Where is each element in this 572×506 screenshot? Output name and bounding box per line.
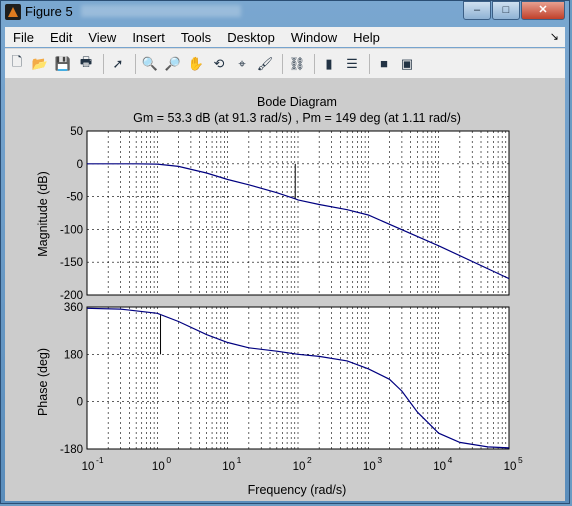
menu-edit[interactable]: Edit (49, 29, 73, 45)
bode-plot[interactable]: Bode Diagram Gm = 53.3 dB (at 91.3 rad/s… (5, 78, 565, 501)
pan-hand-icon[interactable]: ✋ (187, 55, 205, 71)
insert-legend-icon[interactable]: ☰ (346, 55, 358, 71)
toolbar-separator (369, 53, 370, 74)
x-tick-label: 10 (222, 461, 235, 473)
x-tick-exponent: 1 (237, 455, 242, 465)
phase-ytick-label: -180 (60, 444, 83, 456)
figure-canvas[interactable]: Bode Diagram Gm = 53.3 dB (at 91.3 rad/s… (5, 78, 565, 501)
menu-desktop[interactable]: Desktop (227, 29, 275, 45)
phase-axes-frame (86, 306, 510, 450)
title-bar[interactable]: Figure 5 – □ ✕ (1, 1, 569, 23)
show-plot-tools-icon[interactable]: ▣ (400, 55, 414, 71)
toolbar-separator (135, 53, 136, 74)
matlab-app-icon (5, 4, 21, 20)
blurred-title-region (81, 5, 241, 17)
menu-bar: File Edit View Insert Tools Desktop Wind… (5, 27, 565, 47)
menu-tools[interactable]: Tools (180, 29, 212, 45)
insert-colorbar-icon[interactable]: ▮ (325, 55, 333, 71)
new-figure-icon[interactable]: 🗋 (11, 53, 23, 69)
phase-ytick-label: 180 (64, 349, 83, 361)
magnitude-axes[interactable]: 50 0 -50 -100 -150 -200 (60, 126, 510, 302)
menu-help[interactable]: Help (353, 29, 380, 45)
edit-plot-arrow-icon[interactable]: ➚ (112, 55, 124, 71)
zoom-out-icon[interactable]: 🔎 (164, 55, 182, 71)
hide-plot-tools-icon[interactable]: ■ (380, 56, 388, 71)
data-cursor-icon[interactable]: ⌖ (238, 55, 246, 71)
magnitude-ytick-label: -150 (60, 257, 83, 269)
menu-window[interactable]: Window (290, 29, 338, 45)
x-tick-exponent: 4 (448, 455, 453, 465)
menu-file[interactable]: File (13, 29, 34, 45)
zoom-in-icon[interactable]: 🔍 (141, 55, 159, 71)
x-tick-exponent: 3 (377, 455, 382, 465)
plot-subtitle: Gm = 53.3 dB (at 91.3 rad/s) , Pm = 149 … (133, 111, 461, 125)
magnitude-response-line[interactable] (87, 163, 510, 280)
maximize-button[interactable]: □ (492, 1, 520, 20)
x-tick-label: 10 (504, 461, 517, 473)
open-file-icon[interactable]: 📂 (31, 55, 49, 71)
x-tick-label: 10 (363, 461, 376, 473)
magnitude-ytick-label: -50 (66, 192, 83, 204)
magnitude-axes-frame (86, 130, 510, 296)
brush-icon[interactable]: 🖌 (256, 55, 274, 71)
link-plot-icon[interactable]: ⛓ (288, 55, 306, 71)
magnitude-ytick-label: 0 (77, 159, 83, 171)
phase-response-line[interactable] (86, 307, 510, 449)
x-tick-label: 10 (152, 461, 165, 473)
minimize-button[interactable]: – (463, 1, 491, 20)
magnitude-ytick-label: 50 (70, 126, 83, 138)
menu-insert[interactable]: Insert (132, 29, 165, 45)
toolbar-separator (103, 53, 104, 74)
menubar-dock-arrow-icon[interactable]: ↘ (549, 31, 559, 43)
print-figure-icon[interactable]: 🖶 (79, 53, 93, 69)
phase-ylabel: Phase (deg) (36, 348, 50, 416)
phase-ytick-label: 360 (64, 302, 83, 314)
rotate-3d-icon[interactable]: ⟲ (213, 55, 225, 71)
plot-title: Bode Diagram (257, 95, 337, 109)
close-button[interactable]: ✕ (521, 1, 565, 20)
x-tick-label: 10 (82, 461, 95, 473)
x-tick-exponent: -1 (96, 455, 104, 465)
x-tick-exponent: 2 (307, 455, 312, 465)
window-title: Figure 5 (25, 4, 73, 19)
magnitude-ytick-label: -100 (60, 224, 83, 236)
x-tick-label: 10 (293, 461, 306, 473)
menu-view[interactable]: View (88, 29, 117, 45)
x-tick-label: 10 (433, 461, 446, 473)
x-tick-exponent: 5 (518, 455, 523, 465)
x-tick-exponent: 0 (166, 455, 171, 465)
x-axis-label: Frequency (rad/s) (248, 483, 347, 497)
magnitude-ylabel: Magnitude (dB) (36, 171, 50, 256)
toolbar-separator (314, 53, 315, 74)
phase-ytick-label: 0 (77, 397, 83, 409)
save-figure-icon[interactable]: 💾 (54, 55, 72, 71)
magnitude-ytick-label: -200 (60, 290, 83, 302)
toolbar-separator (282, 53, 283, 74)
figure-toolbar: 🗋 📂 💾 🖶 ➚ 🔍 🔎 ✋ ⟲ ⌖ 🖌 ⛓ ▮ ☰ ■ ▣ (5, 48, 565, 78)
